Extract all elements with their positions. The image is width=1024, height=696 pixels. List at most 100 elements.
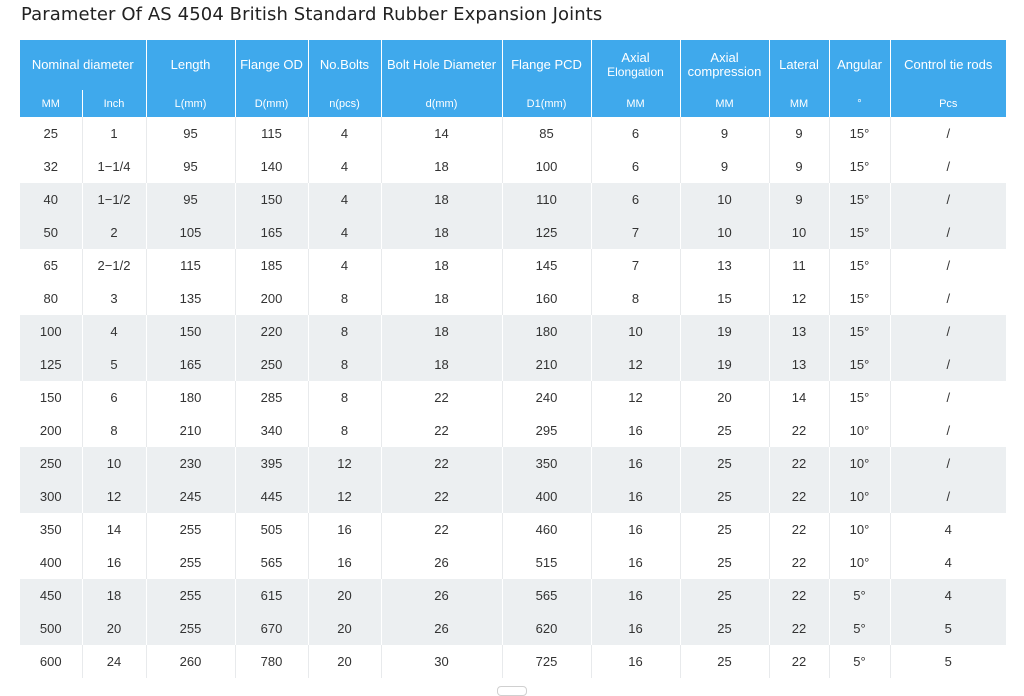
- table-cell: 22: [381, 447, 503, 480]
- table-cell: 150: [235, 183, 309, 216]
- table-cell: 350: [502, 447, 592, 480]
- table-cell: 10: [591, 315, 681, 348]
- table-cell: 16: [591, 612, 681, 645]
- table-row: 250 10 230 395 12 22 350 16 25 22 10° /: [20, 447, 1006, 480]
- table-cell: /: [890, 447, 1006, 480]
- table-cell: 22: [769, 513, 830, 546]
- table-cell: 18: [381, 282, 503, 315]
- table-cell: 725: [502, 645, 592, 678]
- table-cell: 565: [502, 579, 592, 612]
- table-cell: 500: [20, 612, 83, 645]
- table-cell: 105: [146, 216, 236, 249]
- table-cell: 24: [82, 645, 147, 678]
- table-cell: /: [890, 249, 1006, 282]
- table-cell: /: [890, 315, 1006, 348]
- table-row: 600 24 260 780 20 30 725 16 25 22 5° 5: [20, 645, 1006, 678]
- table-cell: 22: [769, 414, 830, 447]
- table-cell: 10°: [829, 546, 891, 579]
- table-cell: 4: [308, 150, 382, 183]
- table-cell: 26: [381, 612, 503, 645]
- unit-label: D(mm): [235, 90, 309, 117]
- table-cell: 260: [146, 645, 236, 678]
- table-cell: 16: [591, 579, 681, 612]
- table-cell: 350: [20, 513, 83, 546]
- table-cell: 15°: [829, 117, 891, 150]
- page-title: Parameter Of AS 4504 British Standard Ru…: [21, 4, 603, 25]
- table-cell: 210: [502, 348, 592, 381]
- table-cell: 5°: [829, 612, 891, 645]
- column-header: Axial compression: [680, 40, 770, 90]
- table-cell: 12: [591, 381, 681, 414]
- table-cell: 40: [20, 183, 83, 216]
- table-cell: 240: [502, 381, 592, 414]
- scroll-indicator[interactable]: [497, 686, 527, 696]
- table-cell: 18: [381, 315, 503, 348]
- table-row: 300 12 245 445 12 22 400 16 25 22 10° /: [20, 480, 1006, 513]
- column-header-line: Elongation: [607, 65, 664, 79]
- table-cell: 6: [591, 183, 681, 216]
- table-cell: 10: [769, 216, 830, 249]
- table-cell: /: [890, 150, 1006, 183]
- table-row: 150 6 180 285 8 22 240 12 20 14 15° /: [20, 381, 1006, 414]
- table-cell: 8: [308, 381, 382, 414]
- column-header-line: Axial: [621, 50, 650, 65]
- table-row: 32 1−1/4 95 140 4 18 100 6 9 9 15° /: [20, 150, 1006, 183]
- table-cell: 15: [680, 282, 770, 315]
- table-cell: 10°: [829, 513, 891, 546]
- unit-label: MM: [591, 90, 681, 117]
- table-cell: 180: [502, 315, 592, 348]
- unit-label: °: [829, 90, 891, 117]
- table-cell: 5: [890, 645, 1006, 678]
- table-cell: /: [890, 117, 1006, 150]
- table-cell: 22: [381, 381, 503, 414]
- table-cell: 26: [381, 546, 503, 579]
- table-cell: 10: [82, 447, 147, 480]
- table-cell: 19: [680, 315, 770, 348]
- table-row: 500 20 255 670 20 26 620 16 25 22 5° 5: [20, 612, 1006, 645]
- table-cell: 255: [146, 579, 236, 612]
- table-cell: 16: [591, 546, 681, 579]
- unit-label: L(mm): [146, 90, 236, 117]
- table-cell: 20: [308, 645, 382, 678]
- table-cell: 245: [146, 480, 236, 513]
- table-cell: 20: [308, 612, 382, 645]
- table-cell: 25: [20, 117, 83, 150]
- column-header: Axial Elongation: [591, 40, 681, 90]
- table-cell: 8: [308, 414, 382, 447]
- table-cell: 9: [769, 183, 830, 216]
- column-header: Flange OD: [235, 40, 309, 90]
- table-cell: 25: [680, 546, 770, 579]
- column-header: Control tie rods: [890, 40, 1006, 90]
- table-cell: 13: [769, 348, 830, 381]
- table-cell: 20: [308, 579, 382, 612]
- table-cell: 670: [235, 612, 309, 645]
- table-cell: 15°: [829, 183, 891, 216]
- table-cell: 780: [235, 645, 309, 678]
- table-cell: 4: [890, 579, 1006, 612]
- table-cell: 135: [146, 282, 236, 315]
- table-cell: 25: [680, 645, 770, 678]
- table-cell: 400: [502, 480, 592, 513]
- table-cell: 15°: [829, 348, 891, 381]
- table-cell: 5: [82, 348, 147, 381]
- table-cell: 1: [82, 117, 147, 150]
- table-cell: 5°: [829, 645, 891, 678]
- table-cell: 10°: [829, 447, 891, 480]
- table-cell: 395: [235, 447, 309, 480]
- table-cell: 6: [591, 150, 681, 183]
- column-header: No.Bolts: [308, 40, 382, 90]
- table-cell: 7: [591, 216, 681, 249]
- table-cell: 25: [680, 579, 770, 612]
- table-cell: /: [890, 480, 1006, 513]
- table-cell: 200: [20, 414, 83, 447]
- table-cell: 18: [381, 150, 503, 183]
- table-cell: 5°: [829, 579, 891, 612]
- table-cell: 15°: [829, 315, 891, 348]
- unit-label: MM: [769, 90, 830, 117]
- table-cell: 10°: [829, 414, 891, 447]
- table-cell: 250: [20, 447, 83, 480]
- table-cell: 210: [146, 414, 236, 447]
- column-header: Flange PCD: [502, 40, 592, 90]
- table-cell: 22: [381, 414, 503, 447]
- table-cell: 18: [82, 579, 147, 612]
